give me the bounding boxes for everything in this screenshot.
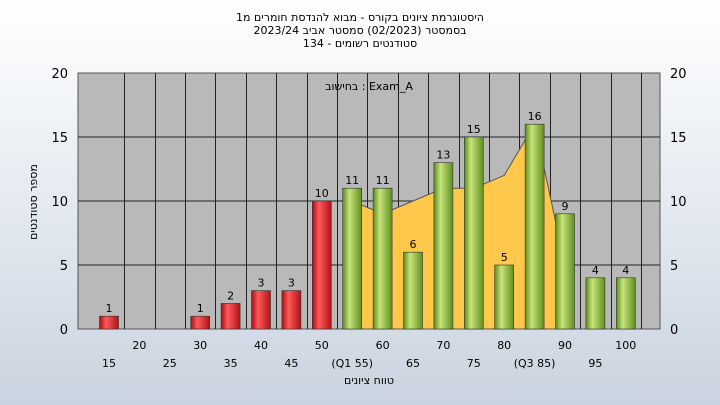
calc-annotation: בחישוב : Exam_A bbox=[325, 80, 413, 93]
bar-value-label: 4 bbox=[622, 264, 629, 277]
x-tick-label: 75 bbox=[467, 357, 481, 370]
y-tick-label-left: 5 bbox=[60, 259, 68, 274]
histogram-bar bbox=[585, 277, 606, 330]
bar-value-label: 13 bbox=[436, 149, 450, 162]
x-tick-label: 45 bbox=[284, 357, 298, 370]
histogram-bar bbox=[494, 264, 515, 330]
histogram-bar bbox=[311, 200, 332, 330]
chart-title: היסטוגרמת ציונים בקורס - מבוא להנדסת חומ… bbox=[236, 11, 484, 24]
histogram-bar bbox=[99, 315, 119, 330]
bar-value-label: 6 bbox=[410, 238, 417, 251]
x-tick-label: (Q1 55) bbox=[331, 357, 373, 370]
bar-value-label: 10 bbox=[315, 187, 329, 200]
y-tick-label-right: 5 bbox=[670, 259, 678, 274]
histogram-bar bbox=[524, 123, 545, 330]
chart-subtitle-students: 134 - סטודנטים רשומים bbox=[302, 37, 418, 50]
bar-value-label: 11 bbox=[376, 174, 390, 187]
y-tick-label-right: 0 bbox=[670, 323, 678, 338]
bar-value-label: 1 bbox=[197, 302, 204, 315]
y-tick-label-left: 20 bbox=[51, 67, 68, 82]
x-tick-label: 20 bbox=[132, 339, 146, 352]
y-tick-label-right: 10 bbox=[670, 195, 687, 210]
bar-value-label: 2 bbox=[227, 289, 234, 302]
histogram-bar bbox=[281, 290, 302, 330]
x-tick-label: 35 bbox=[224, 357, 238, 370]
histogram-bar bbox=[342, 187, 363, 330]
x-tick-label: 30 bbox=[193, 339, 207, 352]
y-tick-label-left: 15 bbox=[51, 131, 68, 146]
bar-value-label: 5 bbox=[501, 251, 508, 264]
x-axis-label: טווח ציונים bbox=[344, 374, 394, 387]
y-tick-label-left: 10 bbox=[51, 195, 68, 210]
bar-value-label: 15 bbox=[467, 123, 481, 136]
bar-value-label: 9 bbox=[562, 200, 569, 213]
histogram-bar bbox=[220, 303, 241, 330]
bar-value-label: 16 bbox=[528, 110, 542, 123]
y-tick-label-right: 20 bbox=[670, 67, 687, 82]
bar-value-label: 1 bbox=[106, 302, 113, 315]
x-tick-label: 65 bbox=[406, 357, 420, 370]
x-tick-label: 90 bbox=[558, 339, 572, 352]
histogram-bar bbox=[372, 187, 393, 330]
y-tick-label-right: 15 bbox=[670, 131, 687, 146]
x-tick-label: 40 bbox=[254, 339, 268, 352]
histogram-bar bbox=[403, 251, 423, 330]
x-tick-label: 15 bbox=[102, 357, 116, 370]
y-tick-label-left: 0 bbox=[60, 323, 68, 338]
histogram-bar bbox=[615, 277, 636, 330]
histogram-bar bbox=[463, 136, 484, 330]
x-tick-label: 95 bbox=[588, 357, 602, 370]
x-tick-label: 80 bbox=[497, 339, 511, 352]
x-tick-label: 60 bbox=[376, 339, 390, 352]
x-tick-label: 100 bbox=[615, 339, 636, 352]
bar-value-label: 3 bbox=[288, 277, 295, 290]
bar-value-label: 4 bbox=[592, 264, 599, 277]
histogram-bar bbox=[251, 290, 271, 330]
chart-subtitle-semester: בסמסטר (02/2023) סמסטר אביב 2023/24 bbox=[253, 24, 467, 37]
histogram-bar bbox=[555, 213, 575, 330]
x-tick-label: 50 bbox=[315, 339, 329, 352]
bar-value-label: 11 bbox=[345, 174, 359, 187]
x-tick-label: 70 bbox=[436, 339, 450, 352]
x-tick-label: (Q3 85) bbox=[514, 357, 556, 370]
histogram-bar bbox=[190, 315, 210, 330]
bar-value-label: 3 bbox=[258, 277, 265, 290]
y-axis-label: מספר סטודנטים bbox=[27, 164, 40, 240]
histogram-bar bbox=[433, 162, 454, 330]
x-tick-label: 25 bbox=[163, 357, 177, 370]
